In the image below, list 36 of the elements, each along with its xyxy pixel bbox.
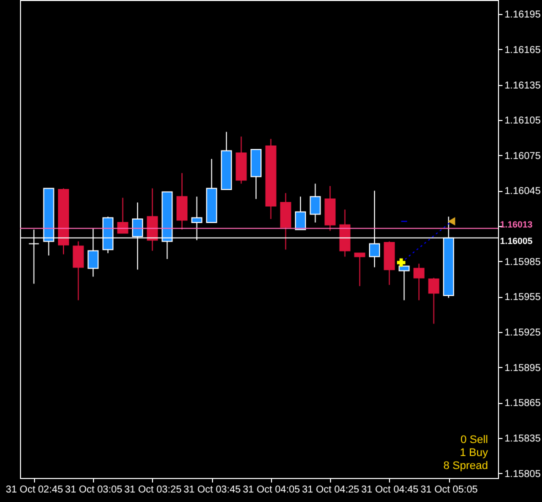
y-tick-label: 1.16135	[504, 80, 542, 92]
x-tick-label: 31 Oct 05:05	[420, 484, 478, 496]
y-tick-label: 1.16165	[504, 44, 542, 56]
y-tick-label: 1.15865	[504, 398, 542, 410]
x-tick-label: 31 Oct 03:45	[183, 484, 242, 496]
candlestick	[354, 252, 366, 287]
x-tick-label: 31 Oct 03:05	[64, 484, 123, 496]
y-tick-label: 1.16075	[504, 150, 542, 162]
x-tick-label: 31 Oct 04:45	[361, 484, 419, 496]
ref-line-label: 1.16013	[500, 219, 533, 230]
x-tick-label: 31 Oct 02:45	[6, 484, 64, 496]
annotation: 1 Buy	[460, 447, 488, 459]
candlestick	[117, 197, 128, 234]
y-tick-label: 1.15805	[504, 468, 542, 480]
ref-line-label: 1.16005	[500, 236, 533, 246]
candlestick	[428, 277, 440, 324]
candlestick	[398, 266, 410, 301]
y-tick-label: 1.15955	[504, 292, 542, 304]
y-tick-label: 1.16195	[504, 10, 542, 21]
annotation: 8 Spread	[443, 460, 488, 472]
candlestick	[294, 196, 306, 230]
y-tick-label: 1.15895	[504, 362, 542, 374]
y-tick-label: 1.16045	[504, 186, 542, 198]
x-tick-label: 31 Oct 04:25	[302, 484, 360, 496]
y-tick-label: 1.15835	[504, 433, 542, 444]
y-tick-label: 1.15985	[504, 256, 542, 268]
y-tick-label: 1.15925	[504, 328, 542, 339]
candlestick	[72, 240, 84, 301]
candlestick	[176, 172, 188, 230]
annotation: 0 Sell	[460, 434, 488, 446]
candlestick	[413, 263, 424, 301]
candlestick	[310, 183, 321, 224]
y-tick-label: 1.16105	[504, 116, 542, 127]
x-tick-label: 31 Oct 03:25	[124, 484, 182, 496]
x-tick-label: 31 Oct 04:05	[242, 484, 300, 496]
candlestick	[146, 188, 158, 252]
